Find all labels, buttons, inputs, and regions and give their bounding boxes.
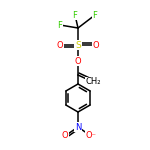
Text: F: F bbox=[93, 11, 98, 20]
Text: O: O bbox=[57, 40, 63, 50]
Text: O: O bbox=[93, 40, 99, 50]
Text: F: F bbox=[58, 21, 62, 30]
Text: N: N bbox=[75, 123, 81, 132]
Text: S: S bbox=[75, 40, 81, 50]
Text: O: O bbox=[62, 132, 68, 141]
Text: O: O bbox=[75, 57, 81, 66]
Text: CH₂: CH₂ bbox=[85, 78, 101, 87]
Text: O⁻: O⁻ bbox=[85, 132, 96, 141]
Text: F: F bbox=[73, 11, 77, 20]
